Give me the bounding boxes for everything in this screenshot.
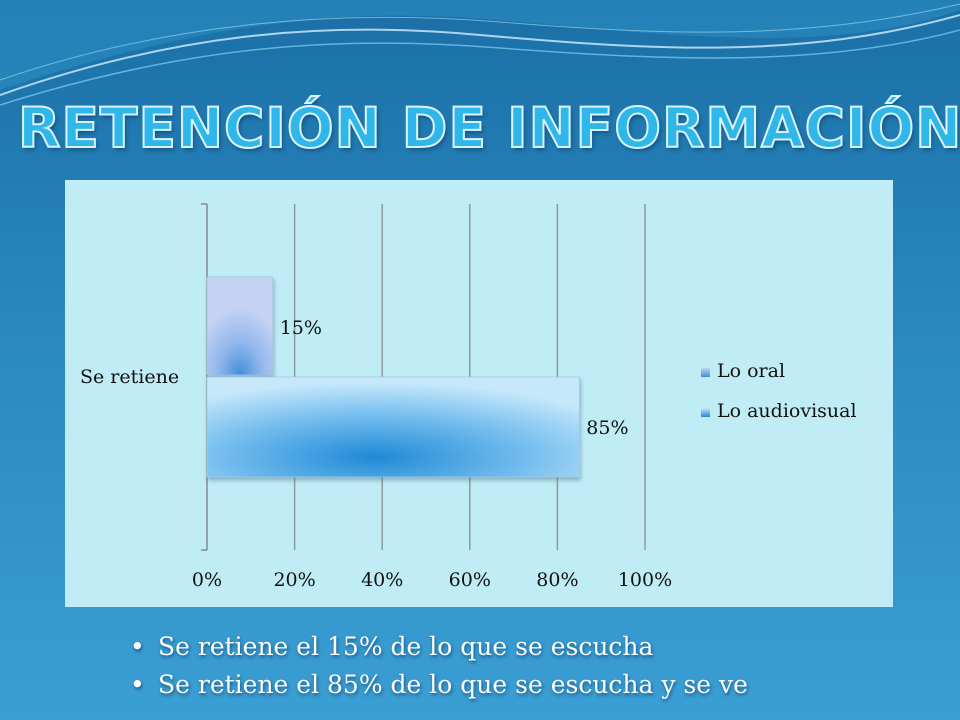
legend-swatch <box>701 368 710 377</box>
data-label: 15% <box>280 317 322 339</box>
bar-chart: 15% 85% 0% 20% 40% 60% 80% 100% Se retiene Lo … <box>80 203 857 591</box>
bullet-text: Se retiene el 15% de lo que se escucha <box>158 632 654 661</box>
x-tick-label: 60% <box>449 569 491 591</box>
category-label: Se retiene <box>80 366 179 388</box>
bar-lo-audiovisual <box>206 376 580 478</box>
bullet-dot: • <box>130 670 145 699</box>
bullet-item: • Se retiene el 15% de lo que se escucha <box>130 628 748 666</box>
bullet-list: • Se retiene el 15% de lo que se escucha… <box>130 628 748 704</box>
x-tick-label: 0% <box>192 569 222 591</box>
bullet-item: • Se retiene el 85% de lo que se escucha… <box>130 666 748 704</box>
legend-label: Lo audiovisual <box>717 400 857 422</box>
bullet-text: Se retiene el 85% de lo que se escucha y… <box>158 670 748 699</box>
chart-panel: 15% 85% 0% 20% 40% 60% 80% 100% Se retiene Lo … <box>65 180 893 607</box>
legend-swatch <box>701 408 710 417</box>
x-tick-label: 20% <box>273 569 315 591</box>
bullet-dot: • <box>130 632 145 661</box>
x-tick-label: 80% <box>536 569 578 591</box>
legend-label: Lo oral <box>717 360 785 382</box>
page-title: RETENCIÓN DE INFORMACIÓN <box>17 95 960 161</box>
data-label: 85% <box>586 417 628 439</box>
x-tick-label: 100% <box>618 569 672 591</box>
wave-decoration <box>0 0 960 106</box>
x-tick-label: 40% <box>361 569 403 591</box>
bar-lo-oral <box>206 276 274 376</box>
